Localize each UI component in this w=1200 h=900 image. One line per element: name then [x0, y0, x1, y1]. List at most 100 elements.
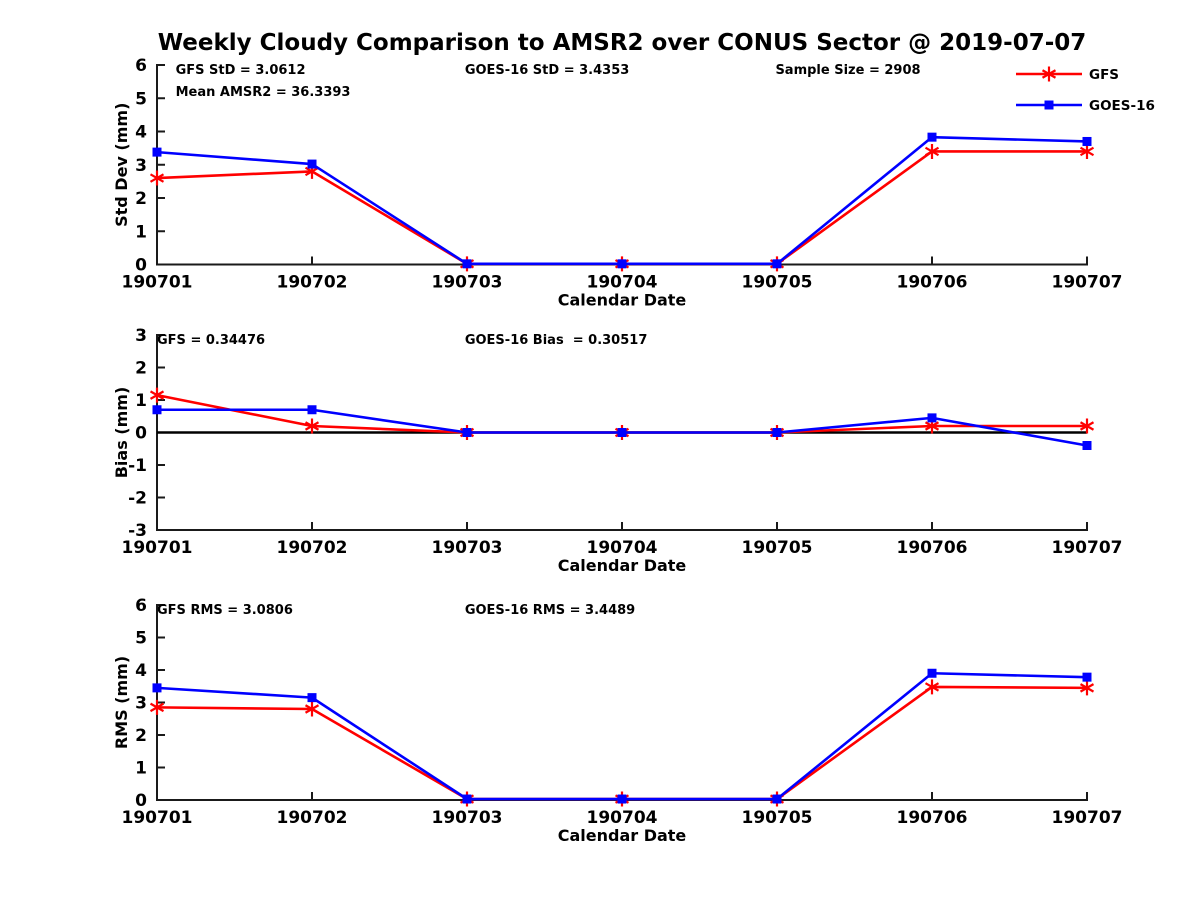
marker-goes16-rms — [927, 668, 937, 678]
marker-goes16-stddev — [772, 259, 782, 269]
marker-goes16-rms — [462, 794, 472, 804]
marker-gfs-rms — [304, 701, 320, 717]
x-tick-label-bias: 190703 — [432, 538, 503, 558]
x-tick-label-bias: 190701 — [122, 538, 193, 558]
y-tick-label-bias: 2 — [135, 359, 147, 379]
x-tick-label-rms: 190707 — [1052, 808, 1123, 828]
y-tick-label-bias: 1 — [135, 391, 147, 411]
legend-marker-gfs — [1041, 66, 1057, 82]
x-tick-label-rms: 190706 — [897, 808, 968, 828]
marker-goes16-rms — [152, 683, 162, 693]
marker-goes16-bias — [1082, 441, 1092, 450]
marker-goes16-stddev — [152, 147, 162, 157]
marker-goes16-stddev — [617, 259, 627, 269]
y-tick-label-stddev: 1 — [135, 222, 147, 242]
x-tick-label-stddev: 190702 — [277, 273, 348, 293]
x-axis-label-stddev: Calendar Date — [558, 291, 687, 310]
y-tick-label-bias: 3 — [135, 326, 147, 346]
x-tick-label-rms: 190701 — [122, 808, 193, 828]
x-tick-label-stddev: 190701 — [122, 273, 193, 293]
annotation-stddev: Sample Size = 2908 — [775, 63, 920, 78]
annotation-stddev: GOES-16 StD = 3.4353 — [465, 63, 629, 78]
y-axis-label-stddev: Std Dev (mm) — [112, 103, 131, 227]
marker-gfs-stddev — [149, 170, 165, 186]
y-tick-label-rms: 1 — [135, 759, 147, 779]
y-tick-label-stddev: 3 — [135, 156, 147, 176]
y-tick-label-stddev: 5 — [135, 89, 147, 109]
y-tick-label-rms: 6 — [135, 596, 147, 616]
subplot-rms: 0 1 2 3 4 5 6 190701 190702 190703 190704 190705 190… — [112, 596, 1122, 845]
marker-gfs-stddev — [924, 143, 940, 159]
marker-gfs-rms — [1079, 680, 1095, 696]
marker-goes16-bias — [927, 413, 937, 423]
series-line-gfs-stddev — [156, 150, 1087, 266]
legend-label-goes16: GOES-16 — [1089, 98, 1155, 114]
y-tick-label-bias: -2 — [128, 489, 147, 509]
x-tick-label-rms: 190702 — [277, 808, 348, 828]
marker-goes16-bias — [617, 428, 627, 437]
y-tick-label-stddev: 2 — [135, 189, 147, 209]
y-tick-label-rms: 3 — [135, 694, 147, 714]
y-tick-label-rms: 5 — [135, 629, 147, 649]
marker-goes16-rms — [617, 794, 627, 804]
x-axis-label-rms: Calendar Date — [558, 826, 687, 845]
x-tick-label-bias: 190704 — [587, 538, 658, 558]
x-tick-label-bias: 190705 — [742, 538, 813, 558]
series-line-goes16-rms — [156, 671, 1088, 801]
annotation-bias: GOES-16 Bias = 0.30517 — [465, 333, 648, 348]
y-axis-label-rms: RMS (mm) — [112, 656, 131, 749]
x-tick-label-stddev: 190703 — [432, 273, 503, 293]
subplot-bias: -3 -2 -1 0 1 2 3 190701 190702 190703 190704 190705… — [112, 326, 1122, 575]
y-tick-label-stddev: 4 — [135, 123, 147, 143]
series-line-goes16-stddev — [156, 135, 1088, 266]
y-axis-label-bias: Bias (mm) — [112, 387, 131, 479]
marker-goes16-rms — [772, 794, 782, 804]
marker-goes16-stddev — [927, 132, 937, 142]
x-axis-label-bias: Calendar Date — [558, 556, 687, 575]
x-tick-label-rms: 190703 — [432, 808, 503, 828]
marker-goes16-bias — [152, 405, 162, 415]
marker-gfs-bias — [1079, 418, 1095, 434]
marker-gfs-stddev — [1079, 143, 1095, 159]
marker-gfs-bias — [149, 387, 165, 403]
y-tick-label-stddev: 0 — [135, 256, 147, 276]
x-tick-label-bias: 190702 — [277, 538, 348, 558]
x-tick-label-stddev: 190706 — [897, 273, 968, 293]
marker-goes16-bias — [307, 405, 317, 415]
annotation-rms: GOES-16 RMS = 3.4489 — [465, 603, 635, 618]
x-tick-label-stddev: 190704 — [587, 273, 658, 293]
x-tick-label-stddev: 190707 — [1052, 273, 1123, 293]
marker-gfs-bias — [304, 418, 320, 434]
marker-goes16-stddev — [462, 259, 472, 269]
legend-label-gfs: GFS — [1089, 67, 1119, 83]
annotation-stddev: GFS StD = 3.0612 — [176, 63, 306, 78]
y-tick-label-bias: -3 — [128, 521, 147, 541]
annotation-bias: GFS = 0.34476 — [157, 333, 265, 348]
annotation-stddev: Mean AMSR2 = 36.3393 — [176, 85, 351, 100]
x-tick-label-bias: 190707 — [1052, 538, 1123, 558]
marker-goes16-rms — [307, 693, 317, 703]
y-tick-label-rms: 4 — [135, 661, 147, 681]
marker-goes16-rms — [1082, 672, 1092, 682]
y-tick-label-bias: 0 — [135, 424, 147, 444]
marker-goes16-bias — [462, 428, 472, 437]
y-tick-label-stddev: 6 — [135, 56, 147, 76]
legend-marker-goes16 — [1044, 100, 1054, 110]
marker-goes16-bias — [772, 428, 782, 437]
x-tick-label-bias: 190706 — [897, 538, 968, 558]
x-tick-label-rms: 190704 — [587, 808, 658, 828]
marker-gfs-rms — [149, 699, 165, 715]
figure-title: Weekly Cloudy Comparison to AMSR2 over C… — [157, 30, 1087, 56]
legend: GFS GOES-16 — [1016, 66, 1155, 114]
subplot-stddev: 0 1 2 3 4 5 6 190701 190702 190703 190704 190705 190… — [112, 56, 1122, 310]
x-tick-label-rms: 190705 — [742, 808, 813, 828]
y-tick-label-rms: 0 — [135, 791, 147, 811]
y-tick-label-rms: 2 — [135, 726, 147, 746]
marker-gfs-rms — [924, 679, 940, 695]
y-tick-label-bias: -1 — [128, 456, 147, 476]
annotation-rms: GFS RMS = 3.0806 — [157, 603, 293, 618]
x-tick-label-stddev: 190705 — [742, 273, 813, 293]
series-line-gfs-rms — [156, 685, 1088, 801]
